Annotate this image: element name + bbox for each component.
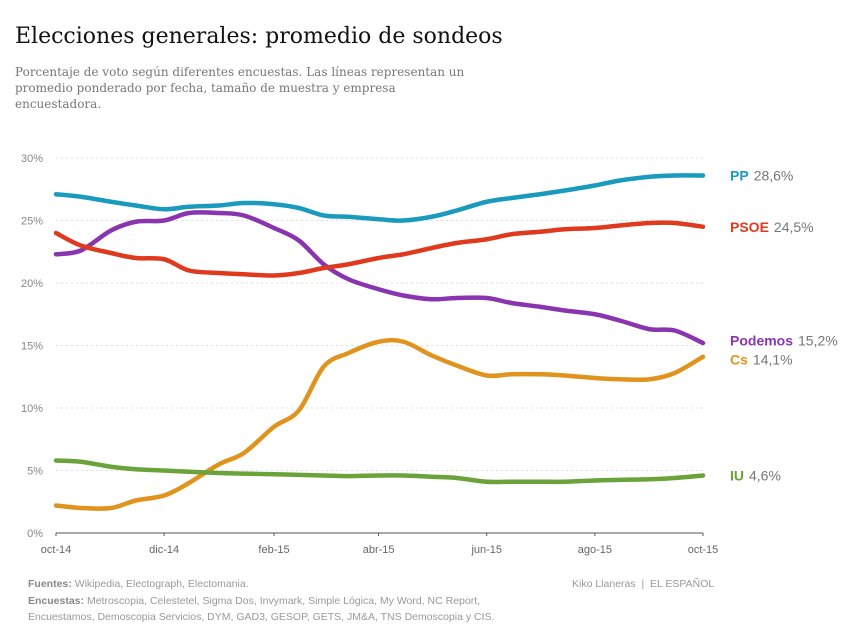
series-name: PSOE (730, 219, 769, 235)
series-name: Podemos (730, 333, 793, 349)
chart-title: Elecciones generales: promedio de sondeo… (15, 24, 503, 49)
series-final-value: 28,6% (754, 168, 794, 184)
sources-label: Fuentes: (28, 578, 72, 590)
series-line-pp (53, 173, 706, 223)
x-tick-label: dic-14 (149, 544, 179, 556)
x-tick-label: jun-15 (470, 544, 502, 556)
footer-sources: Fuentes: Wikipedia, Electograph, Electom… (28, 576, 249, 592)
x-tick-label: abr-15 (363, 544, 395, 556)
x-tick-label: ago-15 (578, 544, 612, 556)
y-tick-label: 10% (21, 403, 43, 415)
polls-label: Encuestas: (28, 595, 85, 607)
chart-subtitle: Porcentaje de voto según diferentes encu… (15, 65, 465, 111)
series-line-cs (53, 337, 706, 511)
y-tick-label: 5% (27, 466, 43, 478)
footer-polls: Encuestas: Metroscopia, Celestetel, Sigm… (28, 593, 508, 625)
series-label-pp: PP 28,6% (730, 168, 793, 184)
series-name: Cs (730, 351, 748, 367)
series-line-iu (53, 458, 706, 485)
series-line-podemos (53, 210, 706, 346)
series-name: PP (730, 168, 749, 184)
series-label-iu: IU 4,6% (730, 468, 781, 484)
y-tick-label: 30% (21, 153, 43, 165)
series-label-psoe: PSOE 24,5% (730, 219, 814, 235)
y-tick-label: 0% (27, 528, 43, 540)
series-label-podemos: Podemos 15,2% (730, 333, 838, 349)
series-name: IU (730, 468, 744, 484)
series-final-value: 14,1% (753, 351, 793, 367)
x-tick-label: feb-15 (258, 544, 289, 556)
y-tick-label: 25% (21, 216, 43, 228)
sources-text: Wikipedia, Electograph, Electomania. (74, 578, 249, 590)
x-tick-label: oct-14 (41, 544, 72, 556)
series-line-psoe (53, 220, 706, 278)
x-tick-label: oct-15 (688, 544, 719, 556)
y-tick-label: 20% (21, 278, 43, 290)
series-final-value: 24,5% (774, 219, 814, 235)
series-label-cs: Cs 14,1% (730, 351, 793, 367)
y-tick-label: 15% (21, 341, 43, 353)
credit: Kiko Llaneras | EL ESPAÑOL (572, 578, 715, 590)
series-final-value: 4,6% (749, 468, 781, 484)
polls-text: Metroscopia, Celestetel, Sigma Dos, Invy… (28, 595, 495, 623)
series-final-value: 15,2% (798, 333, 838, 349)
